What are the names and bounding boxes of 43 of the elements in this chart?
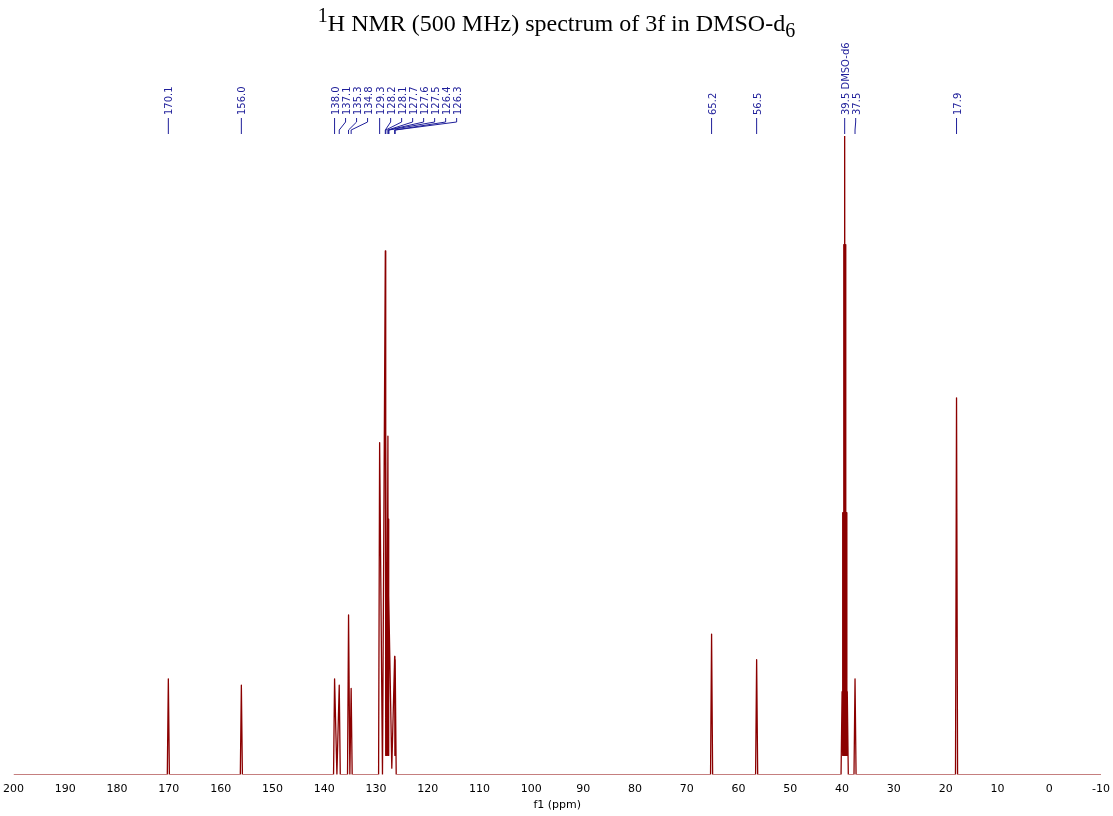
x-tick-label: 60 — [731, 782, 746, 796]
x-tick-label: 10 — [990, 782, 1005, 796]
x-tick-label: 100 — [520, 782, 542, 796]
annotation: 170.1 — [163, 86, 175, 115]
x-tick-label: 40 — [835, 782, 850, 796]
annotation: 127.5 — [429, 86, 441, 115]
annotation: 17.9 — [951, 92, 963, 115]
x-tick-label: -10 — [1092, 782, 1110, 796]
x-tick-label: 170 — [158, 782, 180, 796]
annotation: 37.5 — [850, 92, 862, 115]
chart-title: $^{1}$H NMR (500 MHz) spectrum of 3f in DMSO-d$_{6}$ — [316, 4, 797, 42]
x-tick-label: 20 — [938, 782, 953, 796]
annotation: 129.3 — [374, 86, 386, 115]
x-tick-label: 80 — [627, 782, 642, 796]
x-tick-label: 140 — [313, 782, 335, 796]
x-tick-label: 150 — [261, 782, 283, 796]
annotation: 126.4 — [440, 86, 452, 115]
x-axis-title: f1 (ppm) — [533, 798, 582, 812]
x-tick-label: 0 — [1045, 782, 1053, 796]
x-tick-label: 120 — [417, 782, 439, 796]
x-tick-label: 200 — [3, 782, 24, 796]
annotation: 128.2 — [385, 86, 397, 115]
x-tick-label: 130 — [365, 782, 387, 796]
annotation: 138.0 — [329, 86, 341, 115]
x-tick-label: 180 — [106, 782, 128, 796]
annotation: 137.1 — [340, 86, 352, 115]
annotation: 134.8 — [362, 86, 374, 115]
annotation: 127.7 — [407, 86, 419, 115]
x-tick-label: 160 — [210, 782, 232, 796]
annotation: 156.0 — [236, 86, 248, 115]
x-tick-label: 190 — [54, 782, 76, 796]
annotation: 127.6 — [418, 86, 430, 115]
annotation: 65.2 — [706, 92, 718, 115]
annotation: 126.3 — [451, 86, 463, 115]
x-tick-label: 90 — [576, 782, 591, 796]
x-tick-label: 50 — [783, 782, 798, 796]
annotation: 135.3 — [351, 86, 363, 115]
annotation: 128.1 — [396, 86, 408, 115]
x-tick-label: 110 — [469, 782, 491, 796]
x-tick-label: 30 — [886, 782, 901, 796]
annotation: 56.5 — [751, 92, 763, 115]
annotation: 39.5 DMSO-d6 — [839, 42, 851, 115]
x-tick-label: 70 — [679, 782, 694, 796]
